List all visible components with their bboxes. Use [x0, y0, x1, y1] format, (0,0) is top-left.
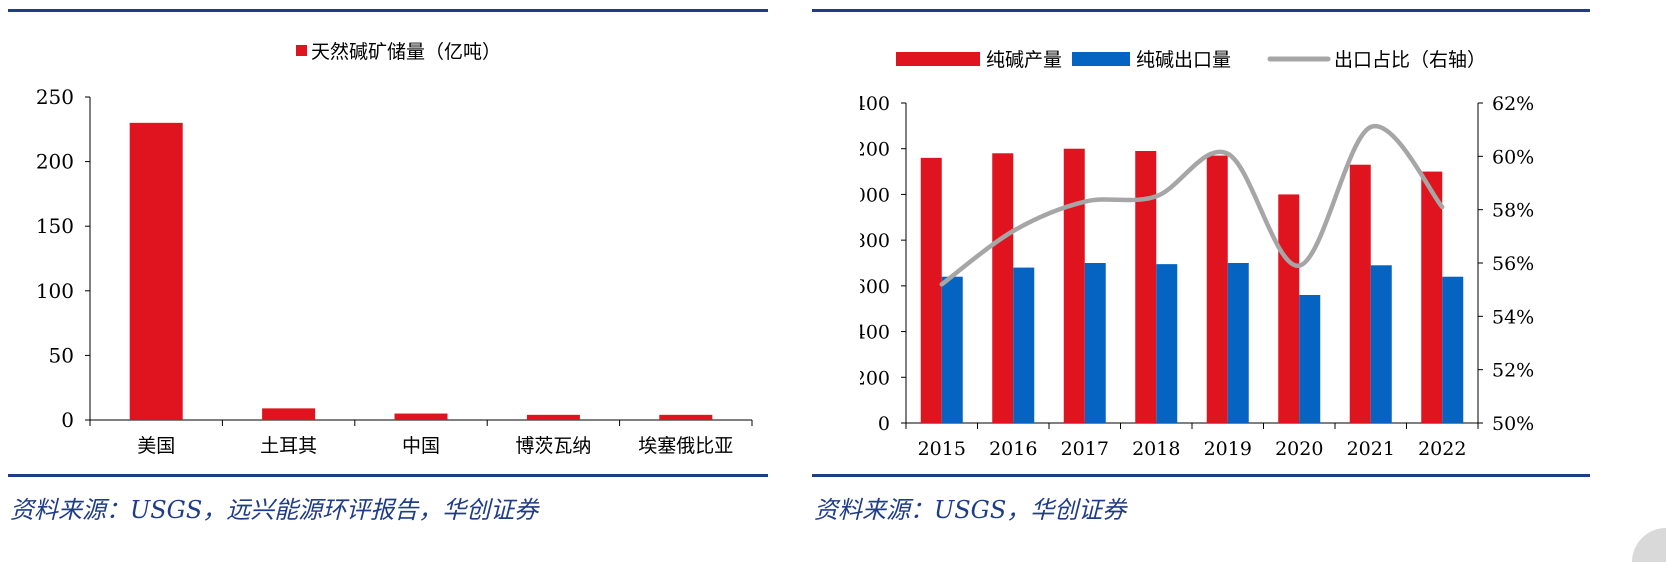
- bar-production: [1206, 155, 1228, 424]
- bar-export: [1084, 263, 1106, 423]
- legend-label: 天然碱矿储量（亿吨）: [311, 41, 501, 63]
- x-tick-label: 埃塞俄比亚: [638, 435, 733, 457]
- x-tick-label: 2020: [1275, 438, 1323, 460]
- bars: [920, 148, 1464, 424]
- bar-production: [1278, 194, 1300, 423]
- bar-export: [1442, 276, 1464, 423]
- y-tick-label: 800: [860, 230, 890, 252]
- bar-export: [941, 276, 963, 423]
- bar: [262, 408, 316, 420]
- bar-export: [1013, 267, 1035, 423]
- bar-export: [1227, 263, 1249, 423]
- x-tick-label: 2017: [1061, 438, 1109, 460]
- bar-production: [1135, 151, 1157, 423]
- x-tick-label: 2015: [918, 438, 966, 460]
- y2-tick-label: 58%: [1492, 200, 1534, 222]
- x-tick-label: 中国: [402, 435, 440, 457]
- top-rule: [812, 9, 1590, 12]
- bar: [394, 413, 448, 420]
- y-tick-label: 100: [36, 279, 74, 303]
- y-tick-label: 1200: [860, 139, 890, 161]
- bar: [526, 414, 580, 420]
- y2-tick-label: 56%: [1492, 253, 1534, 275]
- bar-export: [1370, 265, 1392, 423]
- bar-production: [992, 153, 1014, 424]
- x-tick-label: 2022: [1418, 438, 1466, 460]
- ratio-line: [939, 124, 1445, 287]
- y-tick-label: 200: [36, 150, 74, 174]
- bar: [129, 122, 183, 420]
- bottom-rule: [8, 474, 768, 477]
- legend-swatch-production: [896, 52, 980, 66]
- legend: 天然碱矿储量（亿吨）: [296, 41, 501, 63]
- legend-swatch: [296, 45, 307, 56]
- y-tick-label: 200: [860, 367, 890, 389]
- y-tick-label: 600: [860, 276, 890, 298]
- legend-swatch-export: [1072, 52, 1130, 66]
- x-tick-label: 美国: [137, 435, 175, 457]
- right-panel: 纯碱产量 纯碱出口量 出口占比（右轴） 0 200 400 600 800 1000 1200 1…: [812, 0, 1666, 562]
- x-tick-label: 2016: [989, 438, 1037, 460]
- legend: 纯碱产量 纯碱出口量 出口占比（右轴）: [896, 49, 1486, 71]
- x-tick-label: 博茨瓦纳: [515, 435, 591, 457]
- y2-tick-label: 60%: [1492, 146, 1534, 168]
- production-export-chart: 纯碱产量 纯碱出口量 出口占比（右轴） 0 200 400 600 800 1000 1200 1…: [860, 49, 1534, 460]
- y-tick-label: 50: [49, 343, 74, 367]
- y-tick-label: 1000: [860, 184, 890, 206]
- legend-label: 出口占比（右轴）: [1334, 49, 1486, 71]
- bar-export: [1156, 264, 1178, 423]
- y2-tick-label: 50%: [1492, 413, 1534, 435]
- reserves-chart: 天然碱矿储量（亿吨） 0 50 100 150 200 250 美国 土耳其 中国 博茨瓦纳 埃塞俄…: [36, 41, 753, 457]
- x-tick-label: 土耳其: [260, 435, 317, 457]
- axes: 0 50 100 150 200 250 美国 土耳其 中国 博茨瓦纳 埃塞俄比亚: [36, 85, 753, 457]
- axes: 0 200 400 600 800 1000 1200 1400 50% 52% 54% 56% 58%…: [860, 93, 1534, 460]
- y2-tick-label: 52%: [1492, 360, 1534, 382]
- bars: [129, 122, 713, 420]
- y2-tick-label: 54%: [1492, 306, 1534, 328]
- legend-label: 纯碱产量: [986, 49, 1062, 71]
- y-tick-label: 1400: [860, 93, 890, 115]
- corner-decoration: [1632, 528, 1666, 562]
- legend-label: 纯碱出口量: [1136, 49, 1231, 71]
- bar-production: [1421, 171, 1443, 423]
- bottom-rule: [812, 474, 1590, 477]
- bar-export: [1299, 295, 1321, 423]
- y-tick-label: 0: [878, 413, 890, 435]
- y-tick-label: 0: [61, 408, 74, 432]
- source-note: 资料来源：USGS，远兴能源环评报告，华创证券: [10, 496, 539, 524]
- bar-production: [1063, 148, 1085, 423]
- bar-production: [920, 157, 942, 423]
- y-tick-label: 150: [36, 214, 74, 238]
- y-tick-label: 400: [860, 322, 890, 344]
- x-tick-label: 2019: [1204, 438, 1252, 460]
- y2-tick-label: 62%: [1492, 93, 1534, 115]
- bar-production: [1349, 164, 1371, 423]
- top-rule: [8, 9, 768, 12]
- left-panel: 天然碱矿储量（亿吨） 0 50 100 150 200 250 美国 土耳其 中国 博茨瓦纳 埃塞俄…: [0, 0, 800, 562]
- source-note: 资料来源：USGS，华创证券: [814, 496, 1127, 524]
- x-tick-label: 2021: [1347, 438, 1395, 460]
- y-tick-label: 250: [36, 85, 74, 109]
- x-tick-label: 2018: [1132, 438, 1180, 460]
- export-ratio-line: [939, 124, 1445, 287]
- bar: [659, 414, 713, 420]
